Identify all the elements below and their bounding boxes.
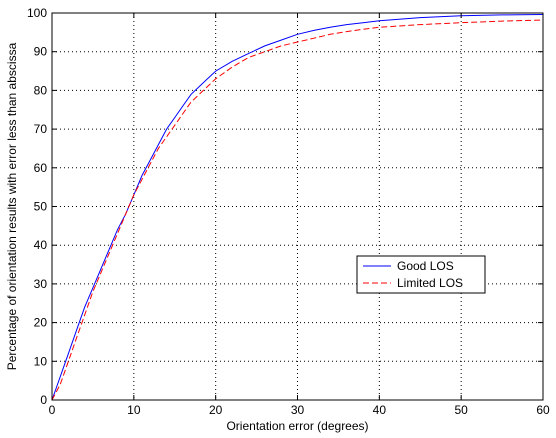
x-tick-label: 60 [536, 403, 550, 417]
y-tick-label: 0 [40, 393, 47, 407]
y-tick-label: 60 [34, 161, 48, 175]
x-tick-label: 50 [454, 403, 468, 417]
legend-label-limited-los: Limited LOS [397, 276, 463, 290]
y-tick-label: 90 [34, 45, 48, 59]
y-tick-label: 20 [34, 316, 48, 330]
x-tick-label: 20 [209, 403, 223, 417]
y-tick-label: 30 [34, 277, 48, 291]
series-line-good-los [51, 14, 544, 401]
grid-lines [52, 13, 543, 400]
y-tick-label: 10 [34, 354, 48, 368]
y-tick-label: 70 [34, 122, 48, 136]
y-tick-label: 80 [34, 83, 48, 97]
x-tick-label: 0 [49, 403, 56, 417]
y-axis-label: Percentage of orientation results with e… [5, 42, 19, 370]
y-tick-label: 40 [34, 238, 48, 252]
series-line-limited-los [51, 19, 544, 401]
legend-label-good-los: Good LOS [397, 259, 454, 273]
series-lines [51, 14, 544, 401]
legend-box [356, 255, 486, 294]
y-tick-label: 50 [34, 200, 48, 214]
y-tick-label: 100 [27, 6, 47, 20]
x-axis-label: Orientation error (degrees) [226, 419, 368, 433]
x-tick-label: 40 [373, 403, 387, 417]
x-tick-label: 30 [291, 403, 305, 417]
legend: Good LOS Limited LOS [356, 255, 486, 294]
axis-ticks: 0 10 20 30 40 50 60 0 10 20 30 40 50 60 70 80 90 100 [27, 6, 550, 417]
x-tick-label: 10 [127, 403, 141, 417]
